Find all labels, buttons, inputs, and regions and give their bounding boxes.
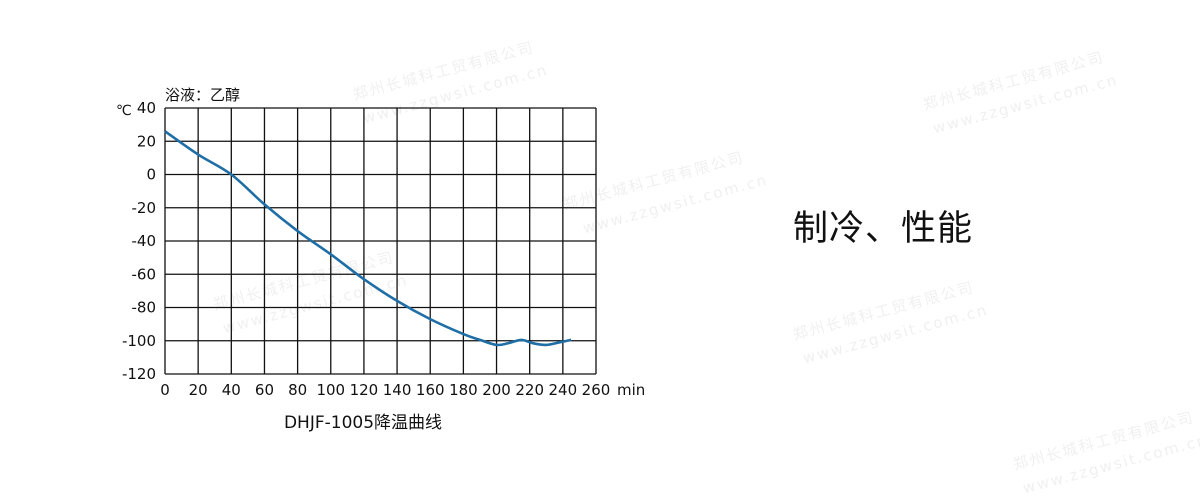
x-tick-label: 260	[582, 381, 611, 399]
chart-annotation: 浴液：乙醇	[165, 86, 240, 104]
x-tick-label: 220	[515, 381, 544, 399]
x-axis-unit: min	[617, 381, 645, 399]
y-tick-label: 40	[137, 99, 156, 117]
y-tick-label: -120	[122, 365, 156, 383]
x-tick-label: 40	[222, 381, 241, 399]
x-tick-label: 160	[416, 381, 445, 399]
y-tick-label: -20	[132, 199, 157, 217]
x-tick-label: 240	[549, 381, 578, 399]
y-tick-label: -80	[132, 299, 157, 317]
x-tick-label: 80	[288, 381, 307, 399]
y-tick-label: 0	[146, 166, 156, 184]
x-tick-label: 140	[383, 381, 412, 399]
y-tick-label: -60	[132, 265, 157, 283]
x-tick-label: 60	[255, 381, 274, 399]
y-tick-label: -40	[132, 232, 157, 250]
x-tick-label: 120	[350, 381, 379, 399]
y-tick-label: 20	[137, 132, 156, 150]
x-tick-label: 200	[482, 381, 511, 399]
chart-title: DHJF-1005降温曲线	[284, 413, 442, 433]
y-axis-unit: ℃	[116, 103, 132, 119]
x-tick-label: 100	[316, 381, 345, 399]
x-tick-label: 0	[160, 381, 170, 399]
y-tick-label: -100	[122, 332, 156, 350]
series-line	[164, 130, 572, 347]
section-heading: 制冷、性能	[793, 209, 974, 249]
x-tick-label: 20	[189, 381, 208, 399]
x-tick-label: 180	[449, 381, 478, 399]
